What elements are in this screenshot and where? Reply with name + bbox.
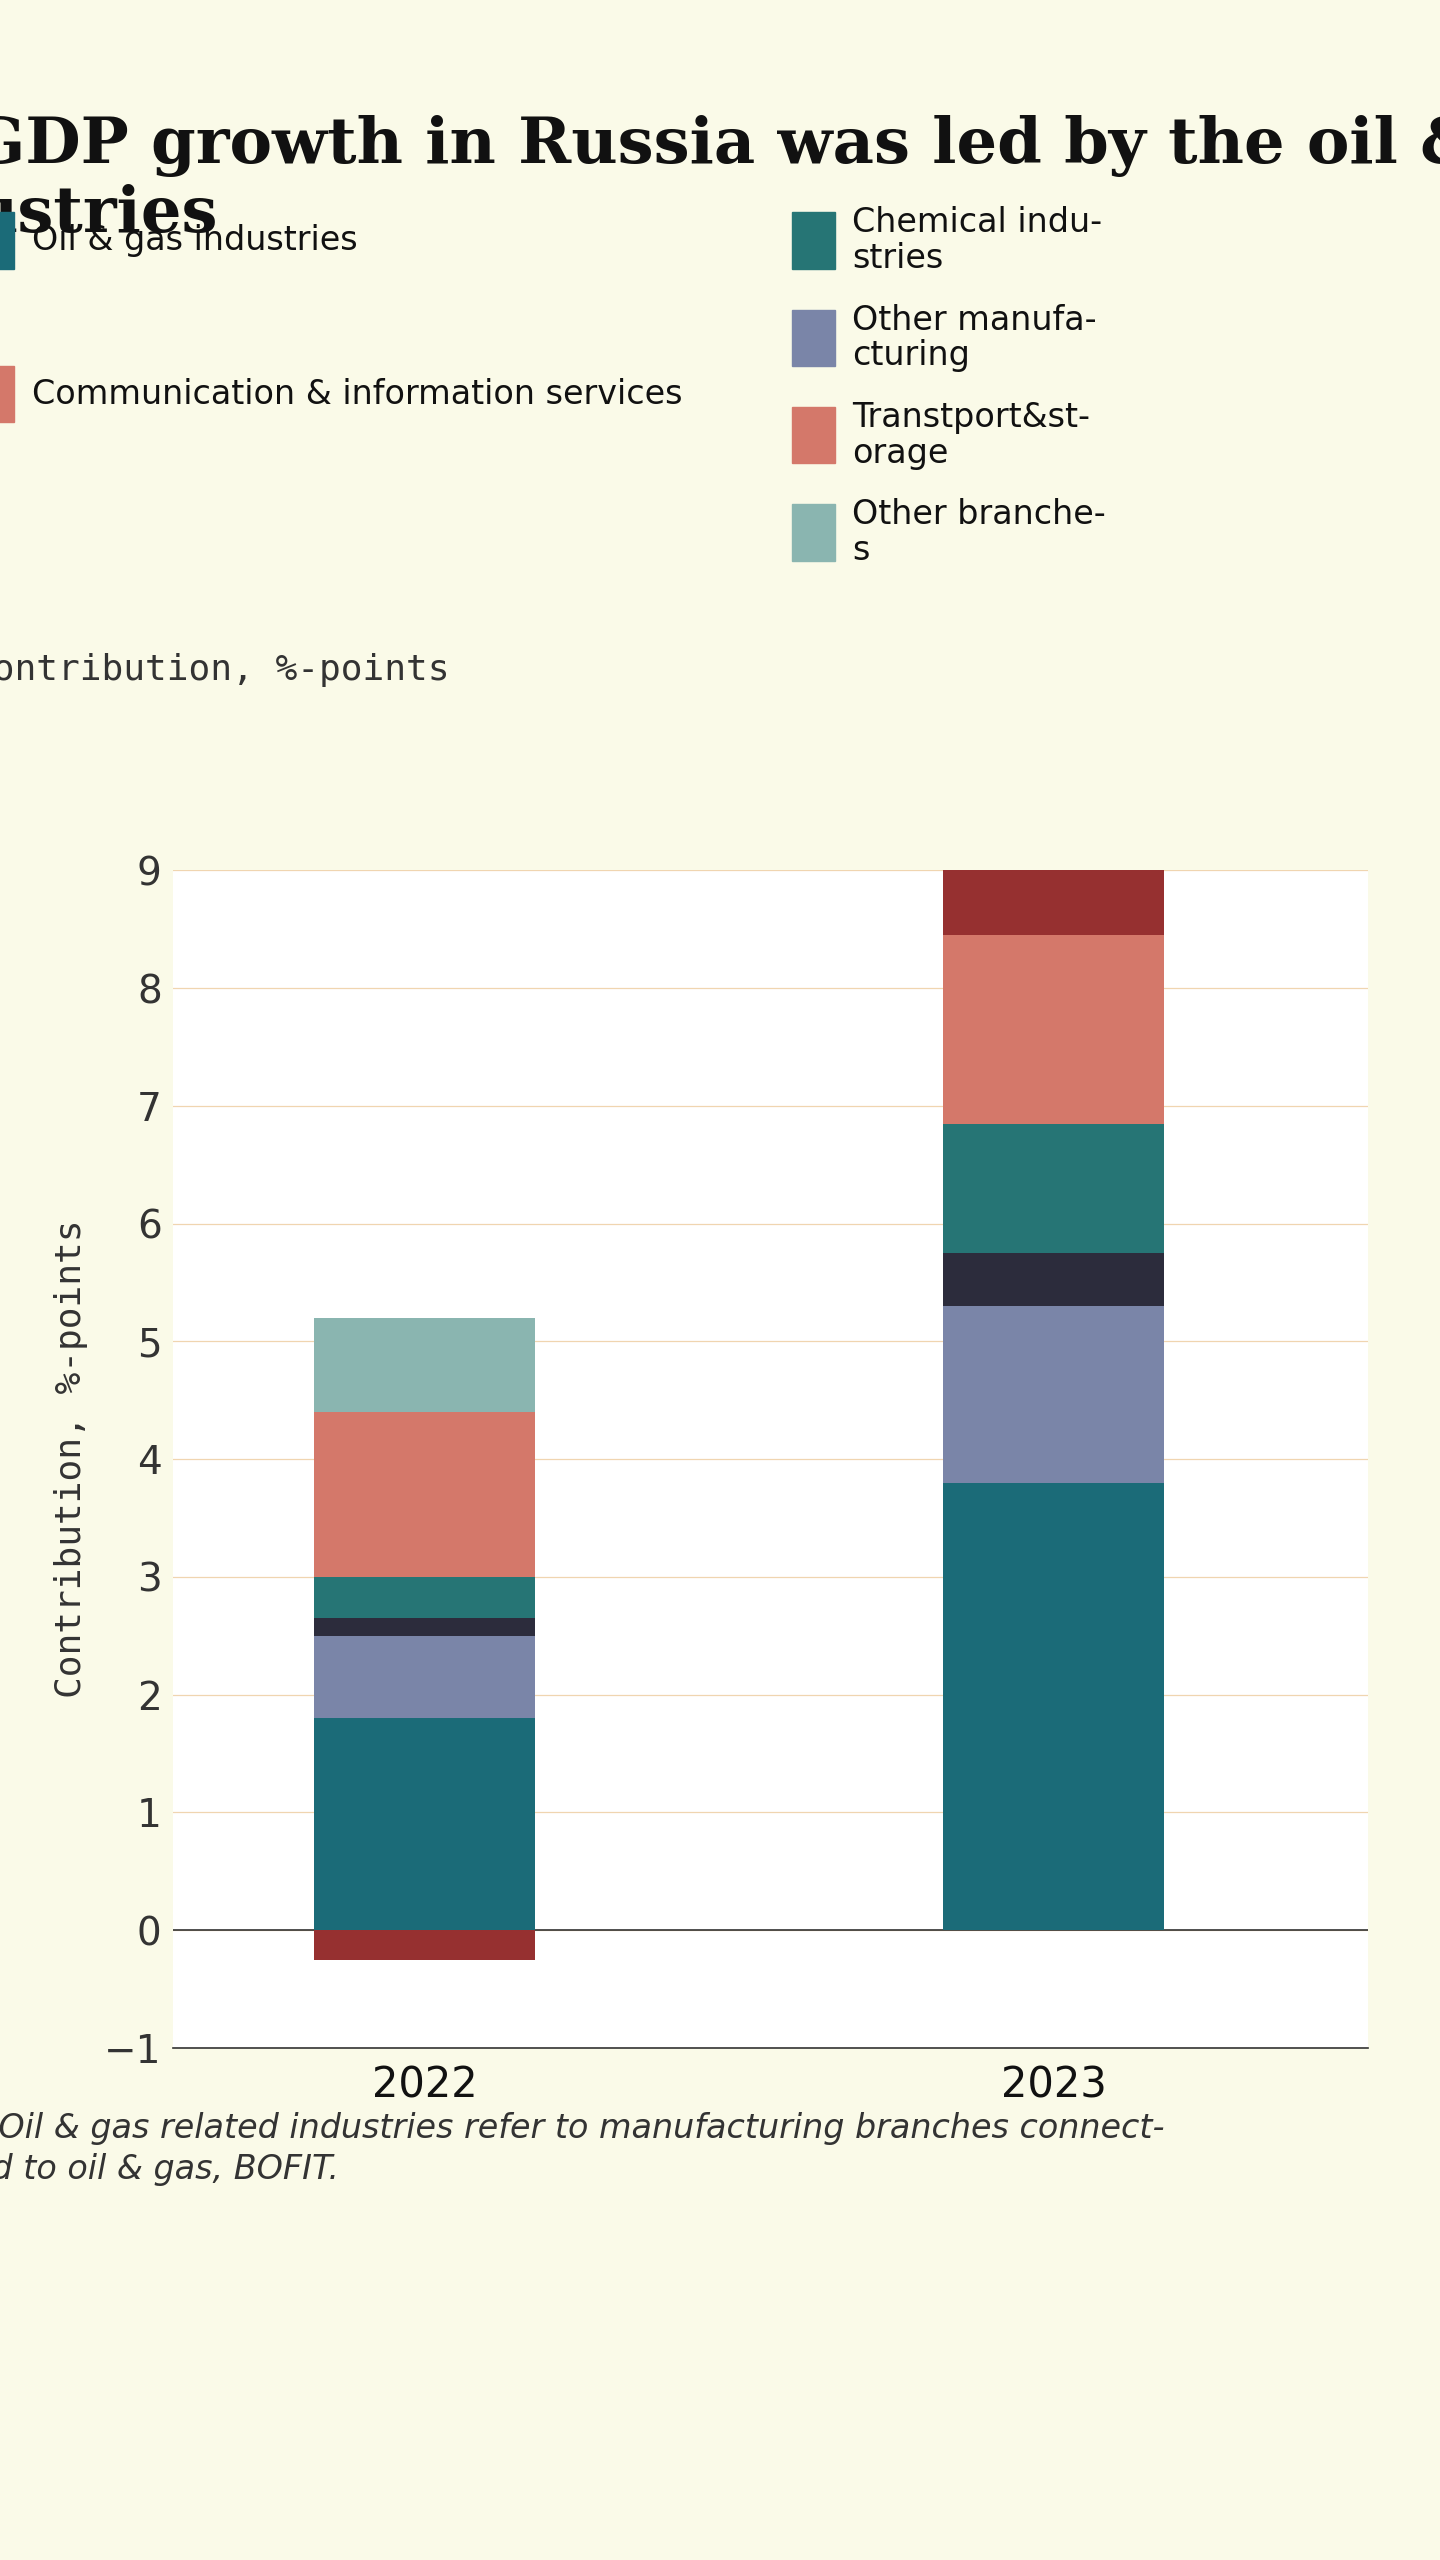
Bar <box>314 1718 534 1930</box>
Bar <box>943 1254 1164 1306</box>
Text: Communication & information services: Communication & information services <box>32 379 683 410</box>
Bar <box>314 1577 534 1618</box>
Text: GDP growth in Russia was led by the oil & gas ind-
ustries: GDP growth in Russia was led by the oil … <box>0 115 1440 246</box>
Text: Other branche-
s: Other branche- s <box>852 499 1106 566</box>
Text: Contribution, %-points: Contribution, %-points <box>0 653 449 686</box>
Bar <box>943 1482 1164 1930</box>
Text: Other manufa-
cturing: Other manufa- cturing <box>852 305 1097 371</box>
Bar <box>314 1318 534 1413</box>
Bar <box>943 934 1164 1124</box>
Y-axis label: Contribution, %-points: Contribution, %-points <box>53 1221 88 1697</box>
Bar <box>943 1124 1164 1252</box>
Bar <box>314 1413 534 1577</box>
Bar <box>314 1636 534 1718</box>
Text: * Oil & gas related industries refer to manufacturing branches connect-
ed to oi: * Oil & gas related industries refer to … <box>0 2112 1165 2186</box>
Bar <box>943 1306 1164 1482</box>
Text: Chemical indu-
stries: Chemical indu- stries <box>852 207 1103 274</box>
Bar <box>314 1618 534 1636</box>
Text: Oil & gas industries: Oil & gas industries <box>32 225 357 256</box>
Bar <box>943 870 1164 934</box>
Bar <box>943 399 1164 870</box>
Text: Transtport&st-
orage: Transtport&st- orage <box>852 402 1090 468</box>
Bar <box>314 1930 534 1961</box>
